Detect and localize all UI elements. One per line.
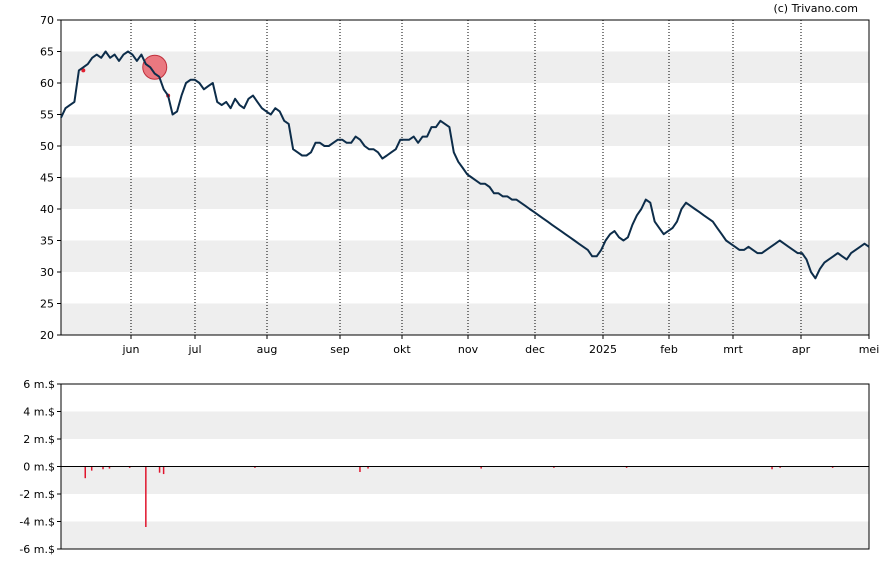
price-x-tick-label: sep <box>330 343 349 356</box>
credit-text: (c) Trivano.com <box>773 2 858 15</box>
volume-y-axis: -6 m.$ -4 m.$ -2 m.$ 0 m.$ 2 m.$ 4 m.$ 6 m.$ <box>19 378 61 556</box>
volume-y-tick-label: 0 m.$ <box>23 461 55 474</box>
volume-band <box>61 521 869 549</box>
price-x-axis: jun jul aug sep okt nov dec 2025 feb mrt apr mei <box>122 335 880 356</box>
price-x-tick-label: 2025 <box>589 343 617 356</box>
price-x-tick-label: nov <box>458 343 479 356</box>
price-y-tick-label: 45 <box>40 172 54 185</box>
volume-band <box>61 411 869 439</box>
price-y-tick-label: 55 <box>40 109 54 122</box>
price-x-tick-label: feb <box>660 343 678 356</box>
signal-dot <box>81 68 86 73</box>
volume-y-tick-label: 2 m.$ <box>23 433 55 446</box>
price-y-tick-label: 65 <box>40 46 54 59</box>
price-band <box>61 51 869 83</box>
volume-band <box>61 466 869 494</box>
price-x-tick-label: dec <box>525 343 545 356</box>
sell-signal-circle <box>142 54 168 80</box>
volume-y-tick-label: 6 m.$ <box>23 378 55 391</box>
price-y-tick-label: 70 <box>40 14 54 27</box>
price-x-tick-label: aug <box>257 343 278 356</box>
price-x-tick-label: jun <box>122 343 140 356</box>
price-y-tick-label: 30 <box>40 266 54 279</box>
price-y-axis: 20 25 30 35 40 45 50 55 60 65 70 <box>40 14 61 342</box>
price-y-tick-label: 25 <box>40 298 54 311</box>
price-line <box>60 50 870 280</box>
price-x-tick-label: apr <box>792 343 811 356</box>
price-series <box>60 50 870 280</box>
price-markers <box>81 54 171 98</box>
price-x-tick-label: okt <box>393 343 411 356</box>
volume-panel-bands <box>61 411 869 549</box>
volume-y-tick-label: -4 m.$ <box>19 516 55 529</box>
price-y-tick-label: 60 <box>40 77 54 90</box>
price-band <box>61 303 869 335</box>
price-y-tick-label: 50 <box>40 140 54 153</box>
price-band <box>61 114 869 146</box>
price-y-tick-label: 35 <box>40 235 54 248</box>
price-y-tick-label: 20 <box>40 329 54 342</box>
price-band <box>61 240 869 272</box>
price-x-tick-label: mei <box>859 343 880 356</box>
price-y-tick-label: 40 <box>40 203 54 216</box>
volume-y-tick-label: -2 m.$ <box>19 488 55 501</box>
price-x-tick-label: mrt <box>723 343 743 356</box>
volume-y-tick-label: -6 m.$ <box>19 543 55 556</box>
volume-y-tick-label: 4 m.$ <box>23 406 55 419</box>
price-band <box>61 177 869 209</box>
price-x-tick-label: jul <box>187 343 201 356</box>
